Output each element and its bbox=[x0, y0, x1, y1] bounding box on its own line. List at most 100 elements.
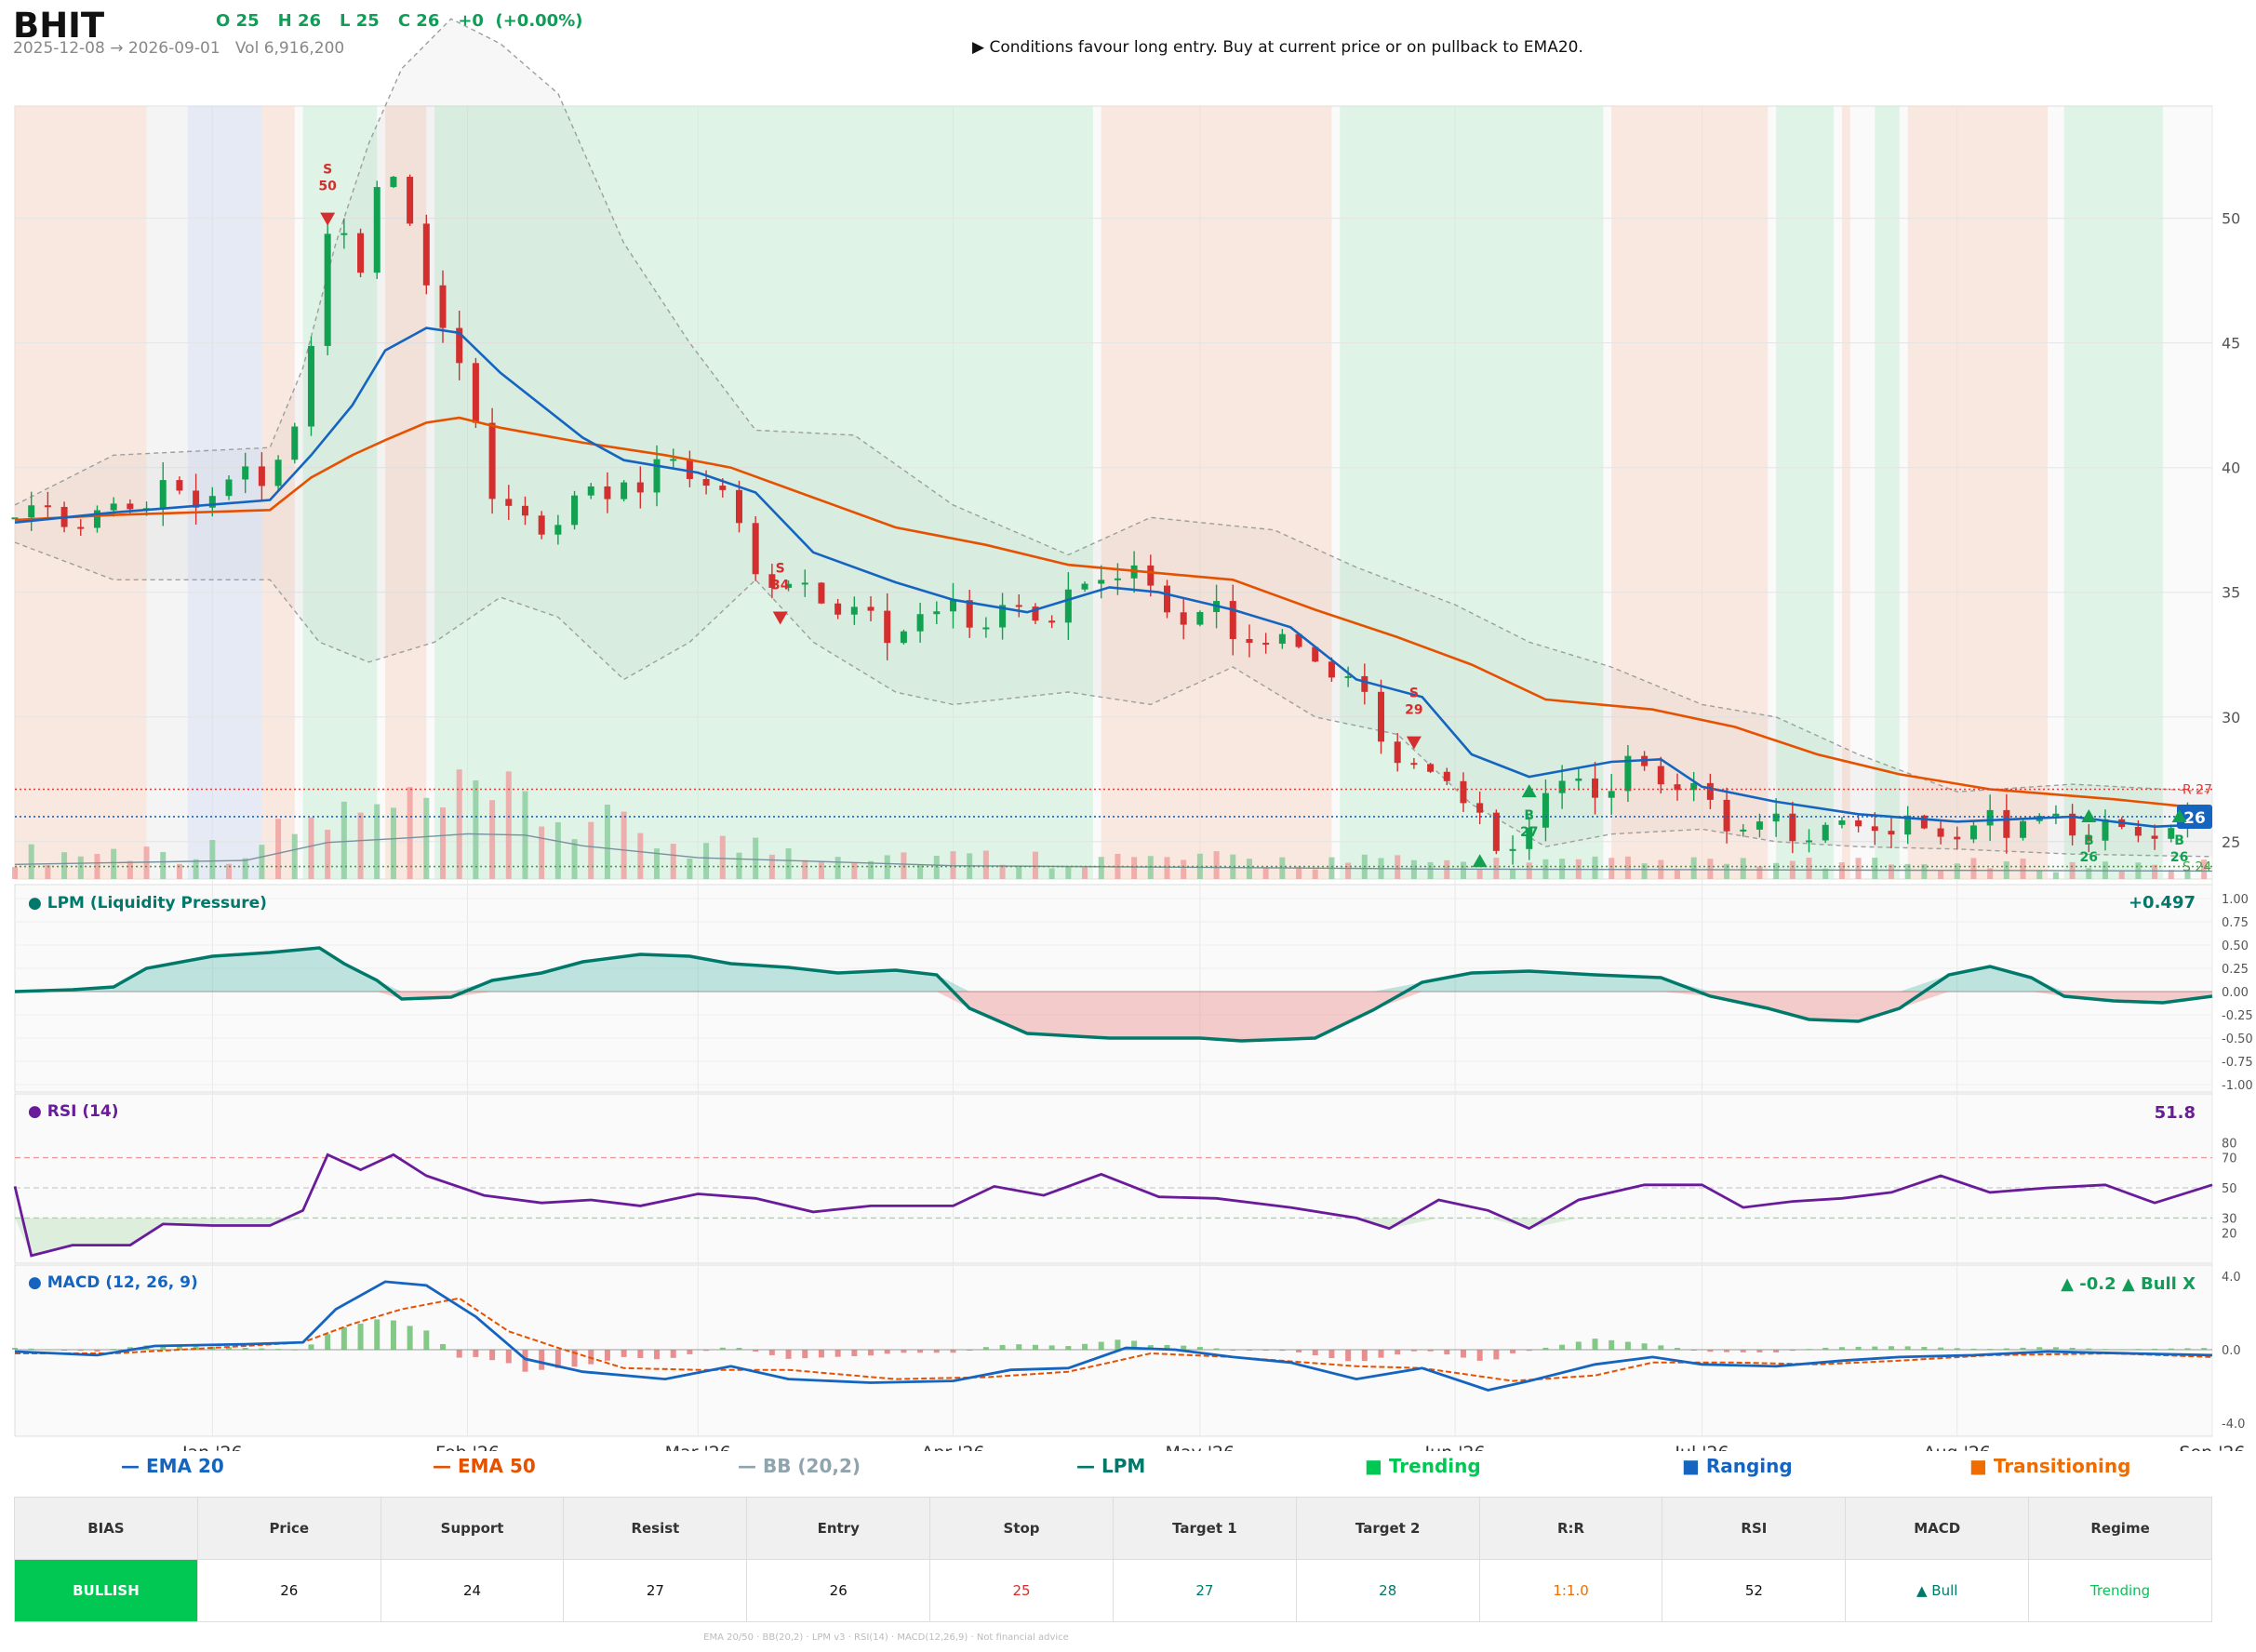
buy-signal-marker bbox=[2171, 808, 2187, 822]
candle-body bbox=[2102, 819, 2109, 841]
volume-average-line bbox=[14, 833, 2213, 873]
candle-body bbox=[1394, 741, 1401, 764]
candle-body bbox=[407, 177, 414, 224]
sell-signal-label: S bbox=[323, 163, 332, 178]
lpm-y-tick: -1.00 bbox=[2222, 1079, 2253, 1093]
macd-histogram-bar bbox=[2152, 1348, 2158, 1350]
candle-body bbox=[1723, 799, 1730, 832]
chart-legend: — EMA 20 — EMA 50 — BB (20,2) — LPM ■ Tr… bbox=[0, 1451, 2256, 1485]
macd-histogram-bar bbox=[1345, 1350, 1352, 1362]
volume-bar bbox=[1476, 870, 1483, 879]
table-header-entry: Entry bbox=[746, 1497, 931, 1560]
candle-body bbox=[1706, 782, 1714, 800]
macd-histogram-bar bbox=[325, 1334, 331, 1350]
volume-bar bbox=[834, 857, 841, 879]
macd-histogram-bar bbox=[374, 1319, 380, 1350]
volume-bar bbox=[1855, 858, 1862, 879]
candle-body bbox=[1081, 583, 1088, 590]
candle-body bbox=[1772, 813, 1780, 822]
volume-bar bbox=[736, 852, 742, 879]
macd-histogram-bar bbox=[884, 1350, 890, 1354]
macd-histogram-bar bbox=[291, 1349, 298, 1351]
level-label: R 27 bbox=[2183, 782, 2212, 797]
candle-body bbox=[768, 574, 776, 588]
macd-histogram-bar bbox=[1542, 1347, 1549, 1350]
volume-bar bbox=[621, 811, 627, 879]
footer-note: EMA 20/50 · BB(20,2) · LPM v3 · RSI(14) … bbox=[703, 1632, 1069, 1643]
macd-histogram-bar bbox=[2201, 1348, 2208, 1350]
macd-histogram-bar bbox=[1641, 1343, 1648, 1350]
candle-body bbox=[1674, 784, 1681, 791]
candle-body bbox=[686, 459, 693, 479]
candle-body bbox=[505, 499, 513, 506]
macd-latest-value: ▲ -0.2 ▲ Bull X bbox=[2061, 1274, 2196, 1294]
volume-bar bbox=[423, 797, 430, 879]
candle-body bbox=[1657, 766, 1664, 785]
candle-body bbox=[472, 363, 479, 423]
rsi-latest-value: 51.8 bbox=[2155, 1103, 2196, 1123]
legend-ema50: — EMA 50 bbox=[433, 1455, 536, 1477]
candle-body bbox=[1015, 605, 1022, 607]
volume-bar bbox=[1904, 863, 1911, 879]
table-cell-regime: Trending bbox=[2028, 1559, 2212, 1622]
candle-body bbox=[1855, 819, 1862, 827]
candle-body bbox=[1575, 778, 1582, 781]
rsi-y-tick: 20 bbox=[2222, 1228, 2237, 1242]
legend-bb-label: BB (20,2) bbox=[762, 1455, 861, 1477]
volume-bar bbox=[77, 856, 84, 879]
macd-histogram-bar bbox=[1181, 1345, 1187, 1350]
candle-body bbox=[1262, 643, 1270, 646]
rsi-y-tick: 70 bbox=[2222, 1152, 2237, 1166]
macd-histogram-bar bbox=[1855, 1346, 1862, 1350]
candle-body bbox=[1378, 691, 1385, 742]
candle-body bbox=[1888, 831, 1895, 835]
macd-histogram-bar bbox=[687, 1350, 693, 1354]
lpm-y-tick: -0.75 bbox=[2222, 1056, 2253, 1070]
macd-histogram-bar bbox=[1460, 1350, 1466, 1358]
macd-histogram-bar bbox=[1262, 1350, 1269, 1351]
candle-body bbox=[1180, 612, 1187, 625]
price-y-tick: 40 bbox=[2222, 460, 2240, 477]
volume-bar bbox=[785, 848, 792, 879]
volume-bar bbox=[1296, 866, 1302, 879]
lpm-negative-area bbox=[15, 992, 2212, 1041]
macd-histogram-bar bbox=[1328, 1350, 1335, 1359]
candle-body bbox=[1920, 815, 1928, 829]
lpm-y-tick: 0.00 bbox=[2222, 986, 2249, 1000]
volume-bar bbox=[1082, 867, 1088, 879]
macd-histogram-bar bbox=[340, 1326, 347, 1350]
volume-bar bbox=[440, 807, 447, 879]
candle-body bbox=[636, 482, 644, 493]
candle-body bbox=[1064, 589, 1072, 623]
candle-body bbox=[1443, 771, 1450, 781]
macd-histogram-bar bbox=[1065, 1346, 1072, 1350]
table-header-resist: Resist bbox=[563, 1497, 748, 1560]
candle-body bbox=[274, 460, 282, 486]
candle-body bbox=[1098, 580, 1105, 584]
macd-histogram-bar bbox=[2135, 1349, 2142, 1351]
candle-body bbox=[159, 480, 167, 509]
macd-histogram-bar bbox=[604, 1350, 610, 1361]
volume-bar bbox=[1641, 863, 1648, 879]
macd-histogram-bar bbox=[259, 1348, 265, 1350]
macd-histogram-bar bbox=[736, 1348, 742, 1350]
sell-signal-label: 29 bbox=[1405, 703, 1422, 718]
macd-histogram-bar bbox=[226, 1347, 233, 1350]
macd-histogram-bar bbox=[407, 1326, 413, 1350]
volume-bar bbox=[1690, 857, 1697, 879]
table-header-r-r: R:R bbox=[1478, 1497, 1663, 1560]
volume-bar bbox=[1740, 858, 1746, 879]
sell-signal-marker bbox=[772, 611, 788, 625]
macd-histogram-bar bbox=[1806, 1349, 1812, 1351]
table-cell-bias: BULLISH bbox=[14, 1559, 198, 1622]
volume-bar bbox=[1262, 867, 1269, 879]
volume-bar bbox=[802, 859, 808, 879]
candle-body bbox=[1690, 782, 1698, 791]
x-tick-label: Jun '26 bbox=[1424, 1443, 1486, 1451]
macd-histogram-bar bbox=[1032, 1344, 1038, 1350]
candle-body bbox=[818, 582, 825, 604]
macd-histogram-bar bbox=[456, 1350, 462, 1358]
table-header-price: Price bbox=[196, 1497, 381, 1560]
regime-band bbox=[1907, 106, 2049, 879]
volume-bar bbox=[1065, 867, 1072, 879]
